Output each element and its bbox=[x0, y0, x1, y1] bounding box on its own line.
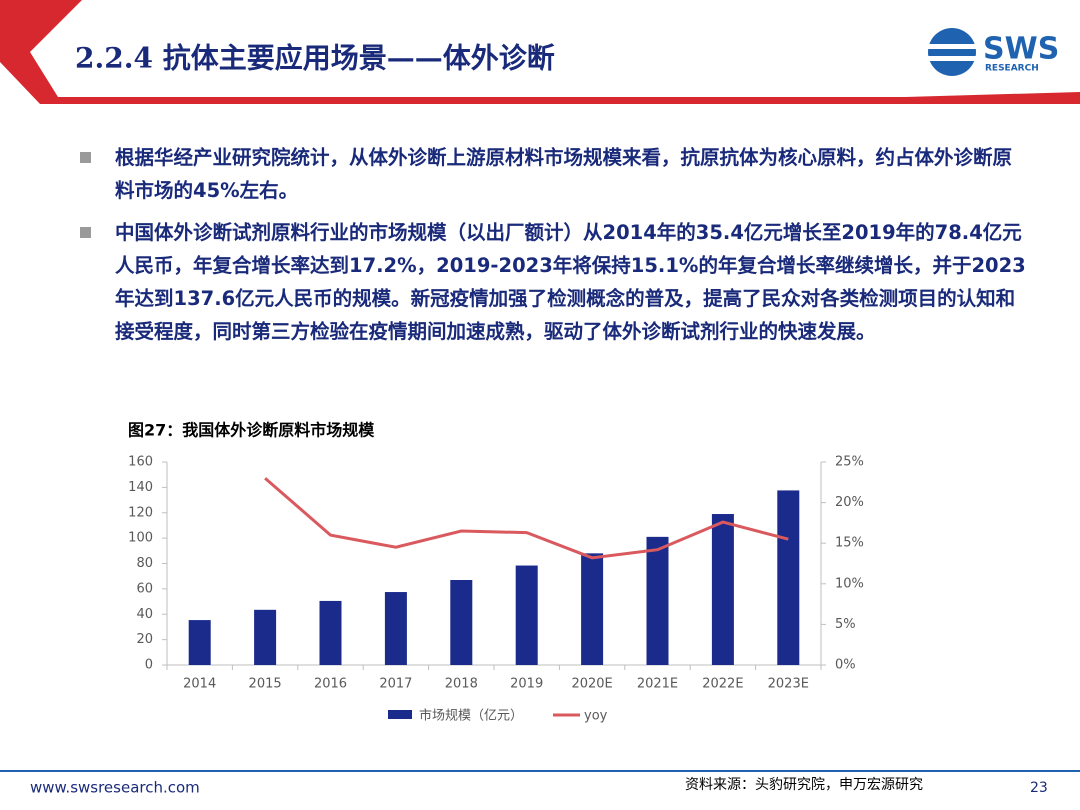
y-tick-label: 160 bbox=[128, 455, 153, 470]
bullet: 根据华经产业研究院统计，从体外诊断上游原材料市场规模来看，抗原抗体为核心原料，约… bbox=[80, 141, 1030, 207]
chart-title: 图27：我国体外诊断原料市场规模 bbox=[128, 421, 375, 440]
y-tick-label: 0 bbox=[145, 658, 153, 673]
y2-tick-label: 15% bbox=[835, 536, 864, 551]
y-tick-label: 100 bbox=[128, 531, 153, 546]
x-tick-label: 2021E bbox=[637, 677, 678, 692]
bar bbox=[777, 490, 800, 665]
y-tick-label: 40 bbox=[136, 607, 153, 622]
y-tick-label: 120 bbox=[128, 505, 153, 520]
logo-stripe bbox=[928, 44, 976, 49]
y2-tick-label: 20% bbox=[835, 495, 864, 510]
logo-stripe bbox=[928, 56, 976, 61]
y-tick-label: 60 bbox=[136, 581, 153, 596]
x-tick-label: 2017 bbox=[379, 677, 412, 692]
y-tick-label: 80 bbox=[136, 556, 153, 571]
bar bbox=[384, 592, 407, 665]
y2-tick-label: 0% bbox=[835, 658, 856, 673]
bar bbox=[319, 600, 342, 665]
x-tick-label: 2014 bbox=[183, 677, 216, 692]
logo-icon bbox=[928, 28, 976, 76]
bullet-text: 中国体外诊断试剂原料行业的市场规模（以出厂额计）从2014年的35.4亿元增长至… bbox=[115, 221, 1026, 343]
bar bbox=[515, 565, 538, 665]
bullet: 中国体外诊断试剂原料行业的市场规模（以出厂额计）从2014年的35.4亿元增长至… bbox=[80, 216, 1030, 348]
bullet-marker bbox=[80, 227, 91, 238]
line-series bbox=[264, 477, 789, 560]
y-tick-label: 140 bbox=[128, 480, 153, 495]
x-tick-label: 2023E bbox=[768, 677, 809, 692]
website: www.swsresearch.com bbox=[30, 779, 200, 797]
bar bbox=[450, 579, 473, 665]
page-number: 23 bbox=[1030, 780, 1048, 796]
bar bbox=[254, 609, 277, 665]
bar bbox=[581, 553, 604, 665]
x-tick-label: 2015 bbox=[249, 677, 282, 692]
bar bbox=[711, 514, 734, 665]
bullet-text: 根据华经产业研究院统计，从体外诊断上游原材料市场规模来看，抗原抗体为核心原料，约… bbox=[115, 146, 1013, 202]
legend-swatch bbox=[388, 710, 412, 719]
bar bbox=[188, 620, 211, 665]
x-tick-label: 2018 bbox=[445, 677, 478, 692]
y-tick-label: 20 bbox=[136, 632, 153, 647]
header-decoration bbox=[905, 92, 1080, 104]
x-tick-label: 2019 bbox=[510, 677, 543, 692]
legend-label: yoy bbox=[584, 709, 608, 724]
slide-title: 2.2.4 抗体主要应用场景——体外诊断 bbox=[75, 42, 555, 75]
x-tick-label: 2020E bbox=[571, 677, 612, 692]
bar bbox=[646, 536, 669, 665]
y2-tick-label: 10% bbox=[835, 576, 864, 591]
y2-tick-label: 5% bbox=[835, 617, 856, 632]
y2-tick-label: 25% bbox=[835, 455, 864, 470]
bullet-marker bbox=[80, 152, 91, 163]
logo-subtext: RESEARCH bbox=[985, 64, 1039, 74]
x-tick-label: 2022E bbox=[702, 677, 743, 692]
x-tick-label: 2016 bbox=[314, 677, 347, 692]
chart: 0 20 40 60 80 100 120 140 160 0% 5% 10% 15% 20% 25% 201… bbox=[128, 455, 864, 724]
legend-label: 市场规模（亿元） bbox=[419, 708, 523, 724]
logo-text: SWS bbox=[983, 32, 1059, 67]
source: 资料来源：头豹研究院，申万宏源研究 bbox=[685, 777, 923, 793]
